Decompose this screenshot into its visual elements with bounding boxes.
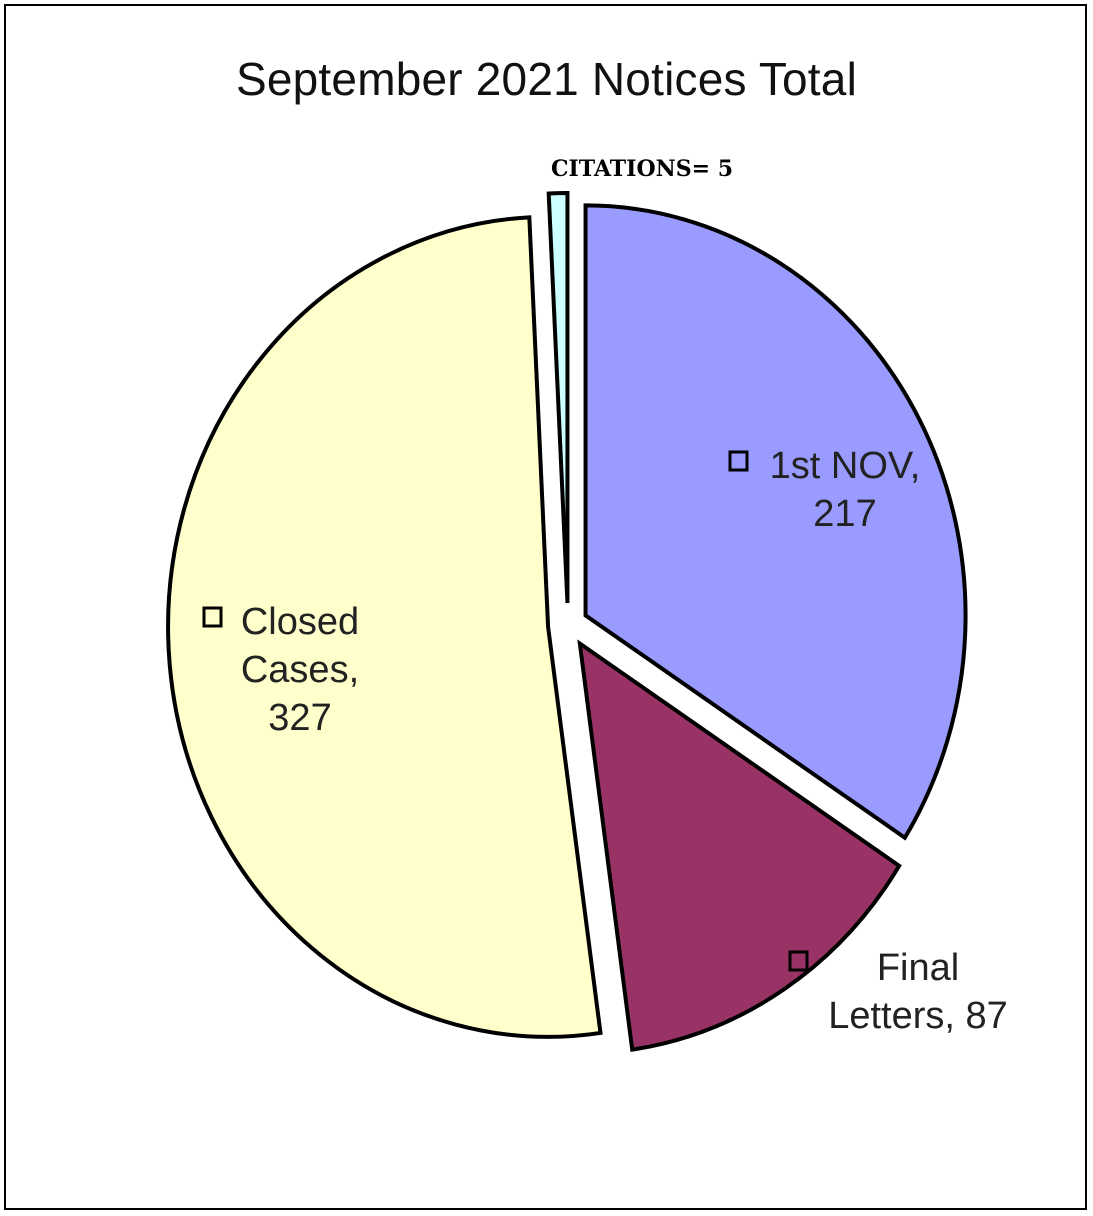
label-marker-1st-nov <box>728 450 749 472</box>
slice-label-closed-cases: Closed Cases, 327 <box>202 601 359 739</box>
slice-label-line: Cases, <box>241 649 359 691</box>
slice-label-1st-nov: 1st NOV, 217 <box>728 445 921 535</box>
pie-slice-closed-cases <box>166 215 603 1039</box>
slice-label-line: Closed <box>241 601 359 643</box>
slice-label-line: CITATIONS= 5 <box>551 156 733 182</box>
pie-slice-citations <box>546 191 570 604</box>
pie-slice-final-letters <box>577 639 902 1052</box>
label-marker-final-letters <box>788 950 809 972</box>
label-marker-closed-cases <box>202 606 223 628</box>
slice-label-citations: CITATIONS= 5 <box>551 156 733 182</box>
slice-label-final-letters: Final Letters, 87 <box>788 947 1008 1037</box>
pie-slice-1st-nov <box>583 203 968 841</box>
slice-label-line: 217 <box>813 493 876 535</box>
pie-slices <box>166 191 968 1052</box>
slice-label-line: 327 <box>268 697 331 739</box>
chart-title: September 2021 Notices Total <box>235 53 857 105</box>
slice-label-line: Final <box>877 947 959 989</box>
slice-label-line: 1st NOV, <box>770 445 921 487</box>
pie-labels: 1st NOV, 217 Final Letters, 87 Closed Cases, 3… <box>202 156 1008 1037</box>
slice-label-line: Letters, 87 <box>828 995 1008 1037</box>
